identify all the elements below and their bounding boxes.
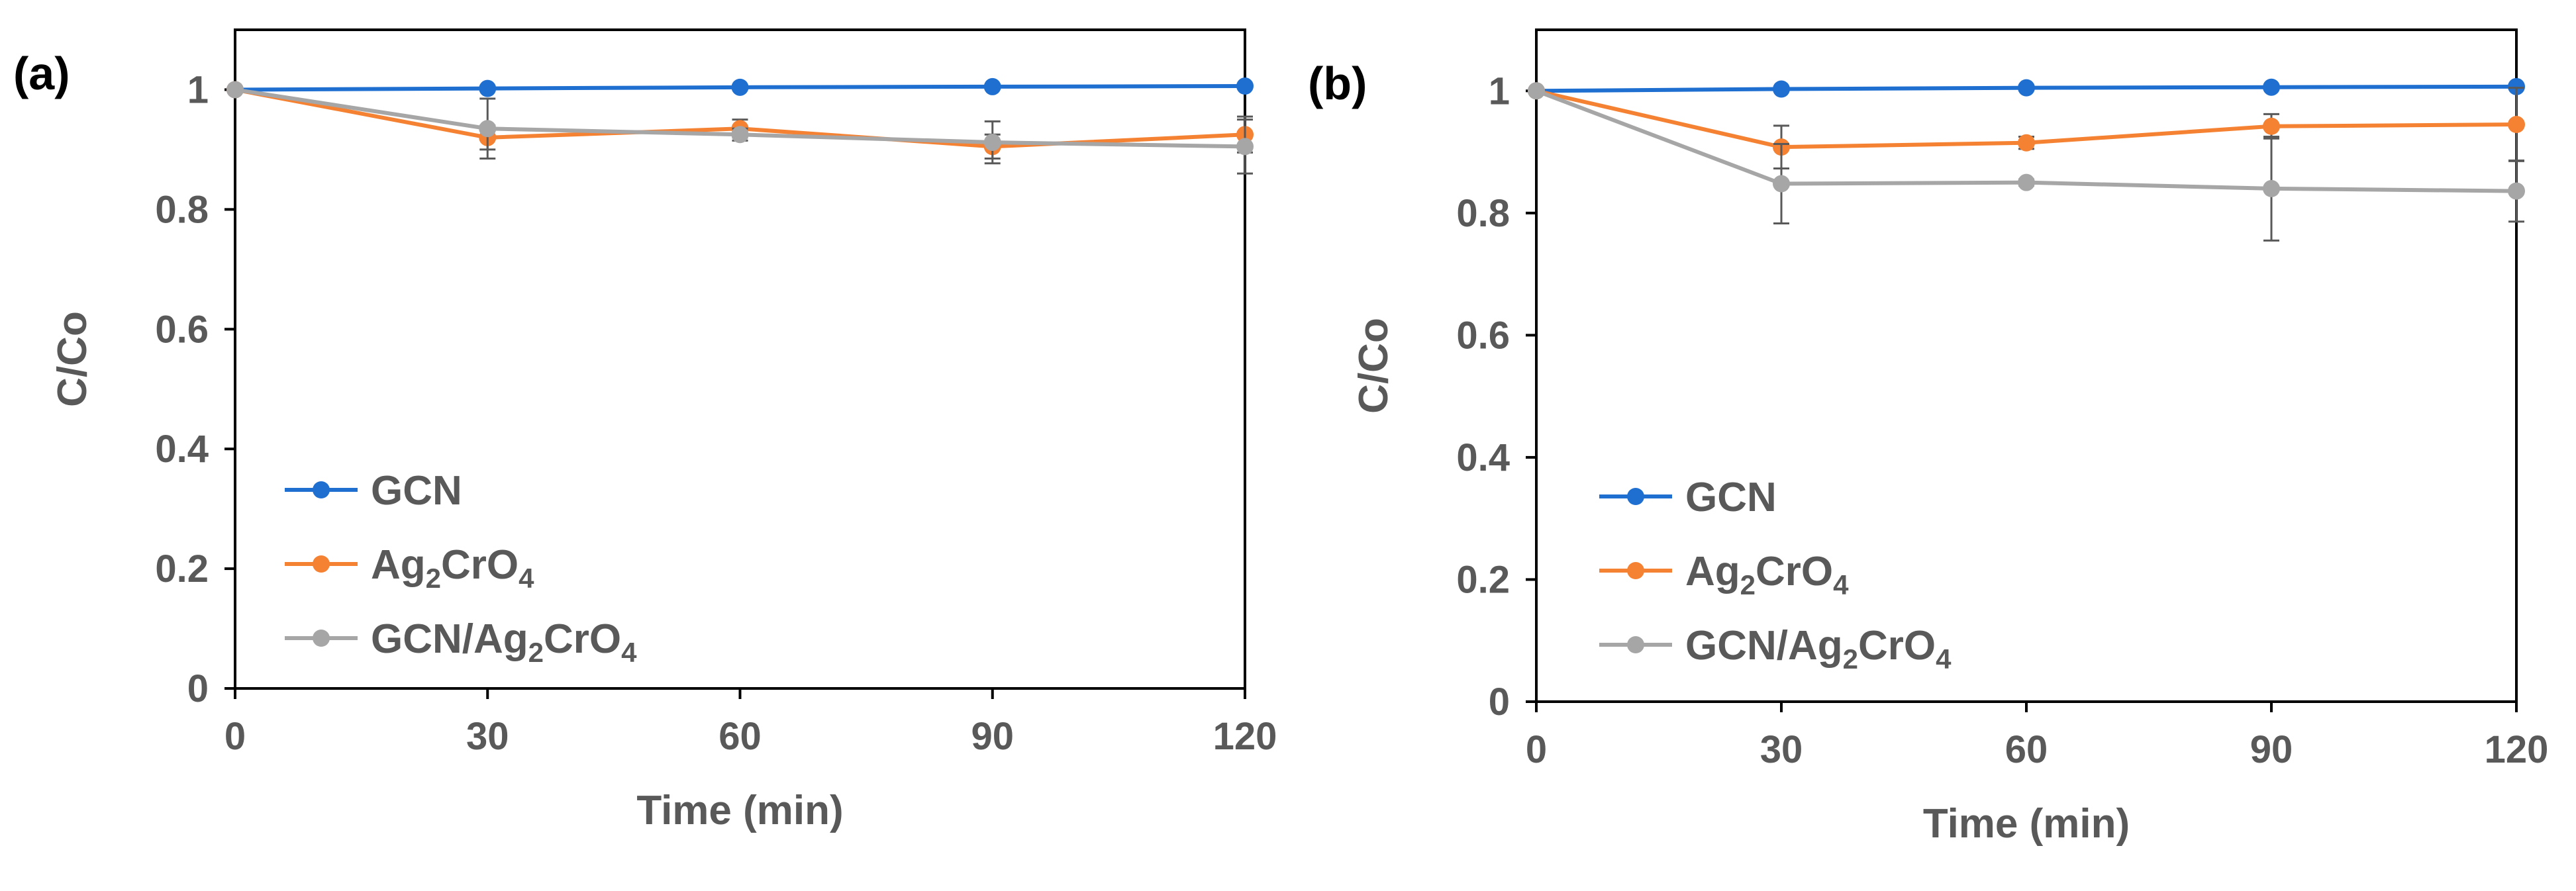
chart-b-legend-marker <box>1627 488 1644 505</box>
chart-panel-b: 0 30 60 90 120 0 0.2 0.4 0.6 0.8 1 Time (min) C/Co (b… <box>1288 0 2576 891</box>
chart-b-series-3-point <box>2508 182 2525 200</box>
chart-b-series-1-point <box>1773 80 1790 98</box>
chart-a-legend-label: GCN <box>371 468 462 514</box>
chart-a-series-1-point <box>731 78 749 96</box>
chart-b-plot-area <box>1535 28 2518 703</box>
chart-b-series-2-point <box>2263 117 2280 135</box>
chart-b-y-tick-label: 0.6 <box>1456 314 1510 357</box>
chart-b-series-3-point <box>1528 82 1545 100</box>
chart-a-x-axis-title: Time (min) <box>636 788 843 833</box>
chart-a-series-1-point <box>983 77 1001 95</box>
chart-b-series-1-point <box>2263 78 2280 96</box>
chart-a-svg: 0 30 60 90 120 0 0.2 0.4 0.6 0.8 1 Time (min) C/Co (a… <box>13 28 1277 833</box>
chart-a-x-tick-label: 60 <box>718 715 762 758</box>
chart-b-legend-marker <box>1627 636 1644 653</box>
chart-a-series-3-point <box>1236 138 1254 156</box>
chart-a-x-tick-label: 120 <box>1213 715 1277 758</box>
chart-b-series-2-point <box>2508 116 2525 134</box>
chart-a-series-3-point <box>983 134 1001 152</box>
chart-b-y-tick-label: 1 <box>1489 70 1510 113</box>
chart-a-y-tick-label: 0.6 <box>155 308 209 351</box>
chart-a-series-3-point <box>226 81 244 99</box>
chart-a-legend-marker <box>313 481 330 498</box>
chart-b-series-1-point <box>2508 77 2525 95</box>
chart-a-series-3-point <box>731 126 749 144</box>
chart-a-series-1-point <box>1236 77 1254 95</box>
chart-a-x-tick-label: 0 <box>224 715 246 758</box>
chart-b-panel-label: (b) <box>1308 58 1367 109</box>
chart-b-legend-label: Ag2CrO4 <box>1685 549 1849 600</box>
chart-b-series-3-point <box>2018 173 2035 191</box>
chart-a-legend-label: Ag2CrO4 <box>371 542 534 594</box>
chart-b-legend-label: GCN/Ag2CrO4 <box>1685 623 1952 675</box>
chart-b-x-axis-title: Time (min) <box>1923 801 2130 847</box>
chart-b-y-tick-label: 0.2 <box>1456 558 1510 601</box>
chart-b-series-1-point <box>2018 79 2035 97</box>
chart-a-y-tick-label: 1 <box>187 68 209 111</box>
chart-b-series-3-point <box>1773 175 1790 193</box>
chart-a-y-axis-title: C/Co <box>50 311 95 407</box>
chart-a-x-tick-label: 30 <box>466 715 509 758</box>
chart-a-series-3-point <box>479 120 497 138</box>
chart-a-y-tick-label: 0.2 <box>155 547 209 590</box>
chart-a-panel-label: (a) <box>13 48 70 99</box>
chart-a-y-tick-label: 0.8 <box>155 188 209 231</box>
chart-b-svg: 0 30 60 90 120 0 0.2 0.4 0.6 0.8 1 Time (min) C/Co (b… <box>1308 28 2549 847</box>
chart-a-legend-marker <box>313 555 330 573</box>
chart-b-legend-marker <box>1627 562 1644 579</box>
chart-b-x-tick-label: 30 <box>1760 728 1803 771</box>
chart-a-y-tick-label: 0 <box>187 667 209 710</box>
chart-b-x-tick-label: 60 <box>2005 728 2048 771</box>
chart-a-y-tick-label: 0.4 <box>155 428 209 471</box>
chart-a-legend-marker <box>313 630 330 647</box>
chart-b-y-tick-label: 0.4 <box>1456 436 1510 479</box>
chart-a-x-tick-label: 90 <box>971 715 1014 758</box>
chart-b-series-3-point <box>2263 179 2280 197</box>
chart-b-legend-label: GCN <box>1685 475 1777 520</box>
chart-b-y-tick-label: 0.8 <box>1456 192 1510 235</box>
chart-panel-a: 0 30 60 90 120 0 0.2 0.4 0.6 0.8 1 Time (min) C/Co (a… <box>13 28 1277 833</box>
chart-a-series-1-point <box>479 79 497 97</box>
chart-b-x-tick-label: 0 <box>1526 728 1547 771</box>
chart-b-y-axis-title: C/Co <box>1351 318 1397 414</box>
chart-b-series-2-point <box>2018 134 2035 152</box>
chart-a-legend-label: GCN/Ag2CrO4 <box>371 616 637 668</box>
chart-b-y-tick-label: 0 <box>1489 680 1510 724</box>
chart-b-x-tick-label: 120 <box>2485 728 2549 771</box>
chart-b-x-tick-label: 90 <box>2250 728 2293 771</box>
